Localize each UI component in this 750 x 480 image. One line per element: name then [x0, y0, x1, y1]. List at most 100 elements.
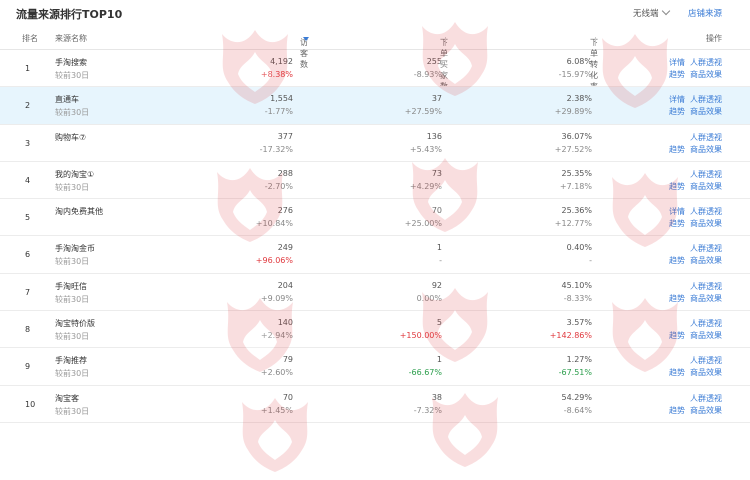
detail-link[interactable]: 详情: [669, 207, 685, 217]
detail-link[interactable]: 详情: [669, 95, 685, 105]
conversion-change: -15.97%: [558, 70, 592, 79]
trend-link[interactable]: 趋势: [669, 331, 685, 341]
product-effect-link[interactable]: 商品效果: [690, 405, 722, 415]
product-effect-link[interactable]: 商品效果: [690, 256, 722, 266]
trend-link[interactable]: 趋势: [669, 256, 685, 266]
col-rank: 排名: [22, 34, 38, 43]
crowd-insight-link[interactable]: 人群透视: [690, 132, 722, 142]
crowd-insight-link[interactable]: 人群透视: [690, 393, 722, 403]
trend-link[interactable]: 趋势: [669, 219, 685, 229]
crowd-insight-link[interactable]: 人群透视: [690, 244, 722, 254]
visitors-change: -2.70%: [264, 181, 293, 191]
crowd-insight-link[interactable]: 人群透视: [690, 319, 722, 329]
buyers-value: 70: [431, 206, 442, 216]
visitors-change: -1.77%: [264, 107, 293, 117]
crowd-insight-link[interactable]: 人群透视: [690, 169, 722, 179]
buyers-change: -8.93%: [413, 70, 442, 79]
product-effect-link[interactable]: 商品效果: [690, 368, 722, 378]
table-body: 1 手淘搜索 较前30日 4,192 +8.38% 255 -8.93% 6.08% -15.9…: [0, 50, 750, 423]
detail-link[interactable]: 详情: [669, 58, 685, 67]
buyers-change: +5.43%: [409, 144, 442, 154]
product-effect-link[interactable]: 商品效果: [690, 219, 722, 229]
visitors-change: -17.32%: [259, 144, 293, 154]
table-row[interactable]: 4 我的淘宝① 较前30日 288 -2.70% 73 +4.29% 25.35% +7.18%…: [0, 162, 750, 200]
source-name: 手淘搜索: [55, 58, 87, 67]
table-row[interactable]: 7 手淘旺信 较前30日 204 +9.09% 92 0.00% 45.10% -8.33% 人群…: [0, 274, 750, 312]
col-actions: 操作: [706, 34, 722, 43]
conversion-value: 1.27%: [566, 355, 592, 365]
rank-cell: 6: [25, 250, 31, 260]
col-source: 来源名称: [55, 34, 87, 43]
trend-link[interactable]: 趋势: [669, 293, 685, 303]
visitors-change: +9.09%: [260, 293, 293, 303]
buyers-value: 37: [431, 94, 442, 104]
conversion-value: 0.40%: [566, 243, 592, 253]
product-effect-link[interactable]: 商品效果: [690, 293, 722, 303]
crowd-insight-link[interactable]: 人群透视: [690, 95, 722, 105]
buyers-value: 1: [436, 355, 442, 365]
header: 流量来源排行TOP10 无线端 店铺来源: [0, 0, 750, 26]
rank-cell: 5: [25, 213, 31, 223]
row-actions: 详情 人群透视 趋势 商品效果: [642, 94, 722, 120]
table-row[interactable]: 2 直通车 较前30日 1,554 -1.77% 37 +27.59% 2.38% +29.89…: [0, 87, 750, 125]
conversion-value: 45.10%: [561, 280, 592, 290]
table-row[interactable]: 5 淘内免费其他 276 +10.84% 70 +25.00% 25.36% +12.77% 详…: [0, 199, 750, 237]
conversion-change: +142.86%: [549, 331, 592, 341]
visitors-value: 249: [277, 243, 293, 253]
table-row[interactable]: 10 淘宝客 较前30日 70 +1.45% 38 -7.32% 54.29% -8.64% 人群…: [0, 386, 750, 423]
product-effect-link[interactable]: 商品效果: [690, 181, 722, 191]
trend-link[interactable]: 趋势: [669, 144, 685, 154]
conversion-change: +7.18%: [559, 181, 592, 191]
sort-desc-icon: [303, 37, 309, 41]
source-name: 直通车: [55, 95, 79, 105]
compare-label: 较前30日: [55, 406, 90, 416]
product-effect-link[interactable]: 商品效果: [690, 331, 722, 341]
table-header: 排名 来源名称 访客数 下单买家数 下单转化率 操作: [0, 29, 750, 91]
trend-link[interactable]: 趋势: [669, 181, 685, 191]
visitors-change: +96.06%: [255, 256, 293, 266]
product-effect-link[interactable]: 商品效果: [690, 70, 722, 79]
product-effect-link[interactable]: 商品效果: [690, 107, 722, 117]
conversion-change: -8.64%: [563, 405, 592, 415]
buyers-value: 5: [436, 318, 442, 328]
source-name: 淘宝客: [55, 393, 79, 403]
trend-link[interactable]: 趋势: [669, 107, 685, 117]
crowd-insight-link[interactable]: 人群透视: [690, 207, 722, 217]
table-row[interactable]: 3 购物车⑦ 377 -17.32% 136 +5.43% 36.07% +27.52% 人群透…: [0, 125, 750, 162]
visitors-value: 276: [277, 206, 293, 216]
visitors-value: 4,192: [270, 57, 293, 66]
table-row[interactable]: 6 手淘淘金币 较前30日 249 +96.06% 1 - 0.40% - 人群透视 趋势 商品效果: [0, 236, 750, 274]
column-divider: [445, 37, 446, 46]
visitors-value: 204: [277, 280, 293, 290]
column-divider: [595, 37, 596, 46]
table-row[interactable]: 9 手淘推荐 较前30日 79 +2.60% 1 -66.67% 1.27% -67.51% 人群…: [0, 348, 750, 386]
table-row[interactable]: 1 手淘搜索 较前30日 4,192 +8.38% 255 -8.93% 6.08% -15.9…: [0, 50, 750, 88]
conversion-value: 54.29%: [561, 392, 592, 402]
trend-link[interactable]: 趋势: [669, 368, 685, 378]
compare-label: 较前30日: [55, 108, 90, 118]
conversion-change: +29.89%: [554, 107, 592, 117]
conversion-value: 3.57%: [566, 318, 592, 328]
row-actions: 人群透视 趋势 商品效果: [642, 243, 722, 269]
source-name: 淘宝特价版: [55, 319, 95, 329]
compare-label: 较前30日: [55, 332, 90, 342]
shop-source-link[interactable]: 店铺来源: [688, 9, 723, 19]
visitors-value: 288: [277, 168, 293, 178]
buyers-value: 136: [426, 131, 442, 141]
chevron-down-icon: [661, 6, 670, 16]
source-name: 我的淘宝①: [55, 169, 95, 179]
row-actions: 人群透视 趋势 商品效果: [642, 355, 722, 381]
device-dropdown[interactable]: 无线端: [633, 6, 670, 19]
crowd-insight-link[interactable]: 人群透视: [690, 281, 722, 291]
crowd-insight-link[interactable]: 人群透视: [690, 356, 722, 366]
buyers-value: 1: [436, 243, 442, 253]
crowd-insight-link[interactable]: 人群透视: [690, 58, 722, 67]
trend-link[interactable]: 趋势: [669, 405, 685, 415]
table-row[interactable]: 8 淘宝特价版 较前30日 140 +2.94% 5 +150.00% 3.57% +142.8…: [0, 311, 750, 349]
product-effect-link[interactable]: 商品效果: [690, 144, 722, 154]
trend-link[interactable]: 趋势: [669, 70, 685, 79]
visitors-change: +2.60%: [260, 368, 293, 378]
conversion-value: 36.07%: [561, 131, 592, 141]
source-name: 淘内免费其他: [55, 207, 103, 217]
source-name: 手淘淘金币: [55, 244, 95, 254]
